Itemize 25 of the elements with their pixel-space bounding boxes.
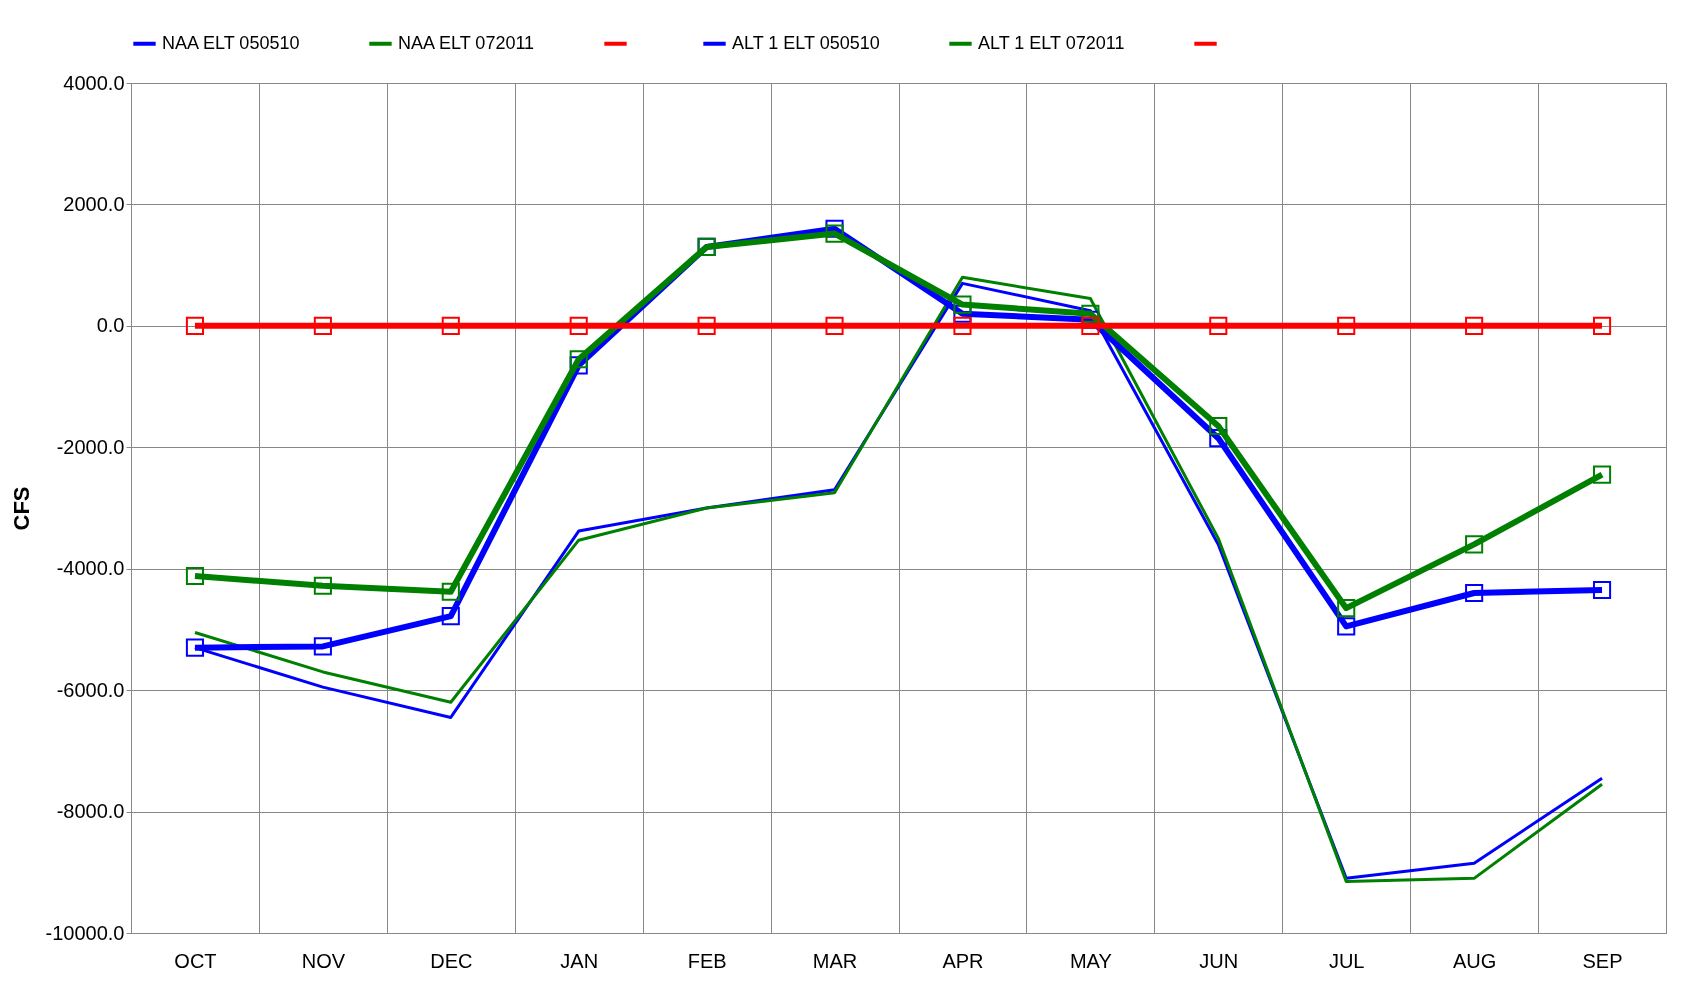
y-tick-label: -10000.0 (45, 921, 125, 944)
x-tick-label: APR (942, 949, 984, 972)
x-tick-label: DEC (430, 949, 473, 972)
x-tick-label: MAR (812, 949, 858, 972)
y-tick-label: 4000.0 (63, 71, 125, 94)
y-tick-label: -6000.0 (56, 678, 125, 701)
y-tick-label: -8000.0 (56, 800, 125, 823)
x-tick-label: FEB (687, 949, 727, 972)
legend-label: NAA ELT 050510 (162, 32, 300, 53)
x-tick-label: JUL (1328, 949, 1365, 972)
x-tick-label: JAN (560, 949, 599, 972)
y-axis-title: CFS (8, 486, 34, 531)
legend-label: ALT 1 ELT 072011 (978, 32, 1125, 53)
x-tick-label: AUG (1452, 949, 1497, 972)
legend-label: ALT 1 ELT 050510 (732, 32, 880, 53)
y-tick-label: 2000.0 (63, 192, 125, 215)
y-tick-label: -4000.0 (56, 557, 125, 580)
x-tick-label: NOV (301, 949, 346, 972)
x-tick-label: JUN (1199, 949, 1239, 972)
legend-label: NAA ELT 072011 (398, 32, 535, 53)
x-tick-label: SEP (1582, 949, 1623, 972)
x-tick-label: OCT (174, 949, 217, 972)
y-tick-label: 0.0 (96, 314, 125, 337)
x-tick-label: MAY (1069, 949, 1112, 972)
y-tick-label: -2000.0 (56, 435, 125, 458)
